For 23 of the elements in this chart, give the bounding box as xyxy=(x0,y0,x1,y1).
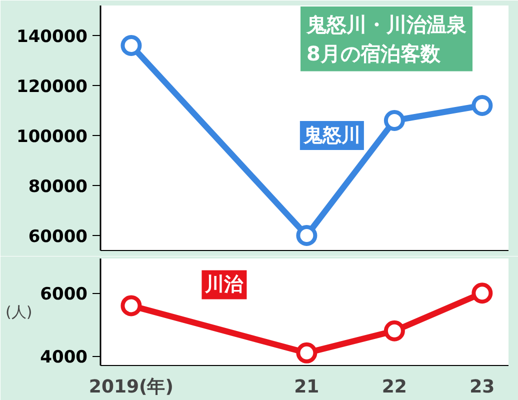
y-tick-label: 6000 xyxy=(40,284,88,305)
x-tick-label: 22 xyxy=(382,376,407,398)
x-tick-label: 2019(年) xyxy=(88,376,174,398)
y-axis-title: (人) xyxy=(5,303,32,321)
y-tick-label: 120000 xyxy=(16,77,88,97)
y-tick-label: 140000 xyxy=(16,27,88,47)
point xyxy=(296,225,318,246)
series-label: 鬼怒川 xyxy=(302,124,360,146)
point xyxy=(472,95,493,116)
point xyxy=(384,320,405,342)
text: 鬼怒川・川治温泉 8月の宿泊客数 xyxy=(306,12,466,66)
point xyxy=(120,295,142,316)
y-tick-label: 80000 xyxy=(28,177,88,197)
y-tick-label: 60000 xyxy=(28,227,88,247)
point xyxy=(472,282,493,304)
x-tick-label: 21 xyxy=(294,376,320,398)
x-tick-label: 23 xyxy=(470,376,495,398)
y-tick-label: 4000 xyxy=(40,348,88,368)
series-label: 川治 xyxy=(204,274,244,296)
point xyxy=(120,35,142,56)
y-tick-label: 100000 xyxy=(16,127,88,147)
point xyxy=(384,110,405,131)
point xyxy=(296,342,318,364)
